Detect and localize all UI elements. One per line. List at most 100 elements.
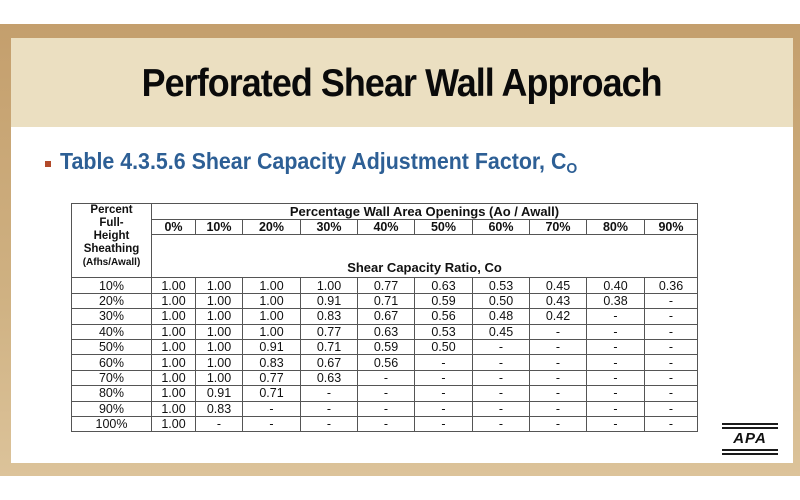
table-cell: 0.56 [414,308,473,325]
table-cell: 1.00 [151,369,196,387]
row-header-line: Sheathing [83,243,140,255]
table-cell: - [300,400,358,417]
table-cell: - [472,369,530,387]
table-cell: - [357,369,415,387]
table-cell: 0.43 [529,292,587,310]
table-cell: - [414,385,473,402]
table-cell: 0.91 [195,385,243,402]
table-cell: - [644,338,698,356]
table-cell: - [242,400,301,417]
table-row: 90% 1.00 0.83- - - - - - - - [71,400,698,417]
table-cell: - [357,400,415,417]
row-label: 60% [71,354,152,371]
row-header-cell: Percent Full- Height Sheathing (Afhs/Awa… [71,202,152,279]
row-label: 100% [71,415,152,433]
table-cell: - [414,400,473,417]
table-cell: 0.48 [472,308,530,325]
table-cell: 0.83 [300,308,358,325]
column-header: 20% [242,218,301,236]
table-cell: - [357,415,415,433]
row-label: 20% [71,292,152,310]
table-row: 10% 1.00 1.00 1.00 1.00 0.77 0.63 0.53 0.45 0.40 0… [71,277,698,294]
table-cell: - [472,415,530,433]
table-cell: 0.59 [414,292,473,310]
slide: Perforated Shear Wall Approach Table 4.3… [11,38,793,463]
table-cell: - [242,415,301,433]
table-row: 30% 1.00 1.00 1.00 0.83 0.67 0.56 0.48 0.42- - [71,308,698,325]
shear-capacity-table: Percent Full- Height Sheathing (Afhs/Awa… [71,202,698,433]
table-cell: 1.00 [151,385,196,402]
table-cell: - [644,385,698,402]
table-cell: 0.50 [472,292,530,310]
logo-rule [722,427,778,429]
table-row: 80% 1.00 0.91 0.71- - - - - - - [71,385,698,402]
table-cell: - [644,308,698,325]
slide-title: Perforated Shear Wall Approach [141,61,663,105]
table-cell: 0.50 [414,338,473,356]
table-cell: - [586,415,645,433]
logo-rule [722,449,778,451]
table-body: 10% 1.00 1.00 1.00 1.00 0.77 0.63 0.53 0.45 0.40 0… [71,277,698,433]
table-cell: 0.91 [300,292,358,310]
table-cell: 0.38 [586,292,645,310]
table-cell: - [529,385,587,402]
table-cell: - [586,323,645,340]
table-row: 70% 1.00 1.00 0.77 0.63- - - - - - [71,369,698,387]
table-cell: 1.00 [195,308,243,325]
table-cell: - [414,415,473,433]
row-label: 40% [71,323,152,340]
table-cell: 1.00 [151,292,196,310]
table-cell: 1.00 [195,323,243,340]
column-header: 60% [472,218,530,236]
table-cell: 1.00 [151,415,196,433]
table-cell: 0.42 [529,308,587,325]
table-cell: 0.45 [472,323,530,340]
row-header-line: Percent [90,204,133,216]
table-cell: - [529,369,587,387]
table-cell: 1.00 [151,400,196,417]
table-cell: 0.77 [300,323,358,340]
column-header: 70% [529,218,587,236]
table-cell: - [472,338,530,356]
table-cell: - [414,369,473,387]
table-row: 50% 1.00 1.00 0.91 0.71 0.59 0.50- - - - [71,338,698,356]
table-cell: 0.63 [414,277,473,294]
row-label: 80% [71,385,152,402]
logo-rule [722,453,778,455]
table-cell: - [529,323,587,340]
logo-text: APA [733,430,767,447]
table-cell: - [195,415,243,433]
bullet-item: Table 4.3.5.6 Shear Capacity Adjustment … [45,148,616,177]
table-cell: 0.67 [357,308,415,325]
row-label: 10% [71,277,152,294]
table-cell: 0.45 [529,277,587,294]
title-band: Perforated Shear Wall Approach [11,38,793,127]
table-cell: 0.59 [357,338,415,356]
table-cell: 0.36 [644,277,698,294]
table-row: 100% 1.00- - - - - - - - - [71,415,698,433]
table-cell: - [644,369,698,387]
table-cell: 0.53 [472,277,530,294]
column-header-row: 0% 10% 20% 30% 40% 50% 60% 70% 80% 90% [72,218,698,236]
table-cell: 0.83 [242,354,301,371]
table-cell: 0.63 [357,323,415,340]
table-row: 20% 1.00 1.00 1.00 0.91 0.71 0.59 0.50 0.43 0.38- [71,292,698,310]
table-cell: - [644,415,698,433]
table-cell: 1.00 [242,323,301,340]
column-header: 80% [586,218,645,236]
table-cell: - [644,354,698,371]
column-header: 0% [151,218,196,236]
table-cell: 1.00 [195,277,243,294]
row-header-line: Height [93,230,130,242]
row-header-line: Full- [99,217,124,229]
table-cell: - [644,400,698,417]
table-cell: 0.77 [242,369,301,387]
table-cell: 1.00 [195,338,243,356]
table-cell: 1.00 [195,292,243,310]
square-bullet-icon [45,160,51,167]
column-header: 10% [195,218,243,236]
table-cell: - [472,400,530,417]
table-cell: 0.40 [586,277,645,294]
table-cell: - [472,354,530,371]
table-cell: - [414,354,473,371]
